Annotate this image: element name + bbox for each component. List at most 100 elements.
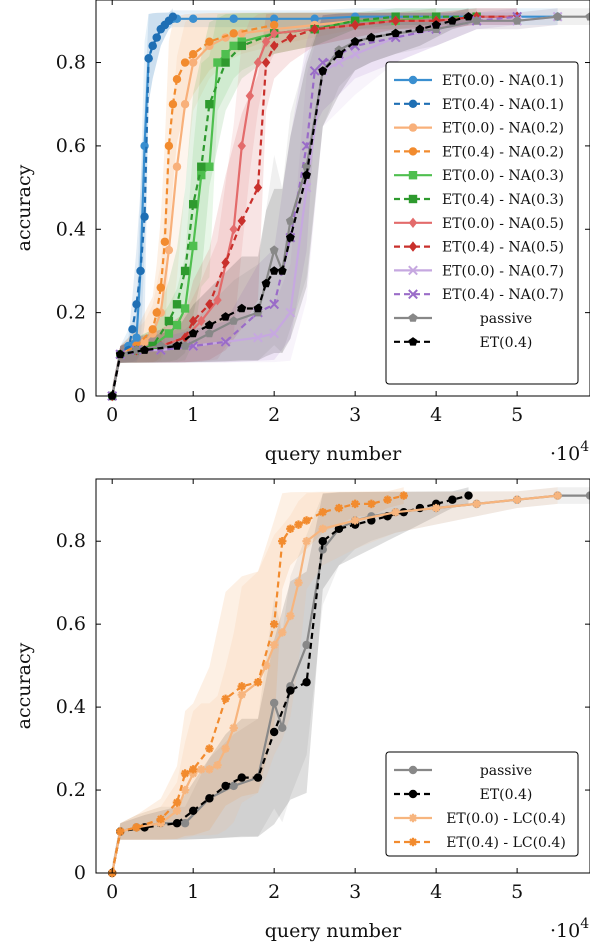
plot-frame — [95, 478, 590, 874]
data-point — [302, 678, 311, 687]
data-point — [269, 299, 280, 310]
legend-label: ET(0.4) - NA(0.5) — [442, 240, 564, 256]
data-point — [197, 162, 206, 171]
data-point — [350, 19, 360, 31]
data-point — [168, 12, 178, 21]
data-point — [213, 294, 222, 306]
legend-item: ET(0.0) - LC(0.4) — [394, 811, 566, 827]
data-point — [180, 304, 190, 313]
data-point — [180, 819, 190, 828]
data-point — [278, 723, 287, 733]
data-point — [464, 12, 473, 21]
data-point — [140, 141, 149, 151]
data-point — [205, 744, 214, 753]
band-0 — [112, 487, 590, 865]
data-point — [229, 316, 239, 325]
band-2 — [112, 8, 437, 388]
data-point — [237, 215, 246, 227]
data-point — [213, 760, 222, 770]
y-tick-label: 0 — [74, 862, 86, 884]
data-point — [253, 332, 263, 343]
data-point — [464, 491, 473, 500]
data-point — [245, 90, 255, 102]
legend-marker — [408, 194, 418, 204]
data-point — [197, 315, 206, 327]
data-point — [172, 75, 182, 84]
data-point — [553, 12, 563, 21]
x-tick-label: 3 — [349, 881, 361, 903]
legend-marker — [408, 813, 418, 823]
data-point — [115, 349, 125, 359]
data-point — [350, 499, 360, 509]
data-point — [229, 41, 238, 51]
data-point — [229, 29, 238, 38]
data-point — [168, 100, 178, 109]
data-point — [140, 337, 149, 347]
legend-box — [385, 61, 579, 385]
data-point — [269, 640, 279, 650]
plot-frame — [95, 0, 590, 397]
data-point — [164, 329, 174, 338]
data-point — [285, 232, 295, 242]
x-multiplier-label: ·104 — [550, 439, 589, 465]
legend-marker — [408, 765, 418, 775]
legend-marker — [408, 337, 418, 346]
data-point — [180, 332, 190, 343]
legend-box — [385, 751, 579, 857]
data-point — [229, 723, 238, 733]
x-tick-label: 4 — [430, 404, 442, 426]
data-point — [253, 678, 263, 687]
legend-item: passive — [394, 311, 532, 327]
bottom-chart: 0 1 2 3 4 5 0 0.2 0.4 0.6 0.8 query number accuracy ·… — [13, 478, 590, 942]
band-4 — [112, 8, 437, 388]
legend-marker — [408, 265, 418, 276]
data-point — [221, 694, 230, 704]
data-point — [294, 578, 303, 587]
data-point — [269, 727, 279, 737]
data-point — [128, 325, 137, 334]
data-point — [285, 216, 295, 225]
y-tick-label: 0.4 — [56, 218, 86, 240]
x-tick-label: 0 — [106, 881, 118, 903]
legend-label: ET(0.4) - NA(0.1) — [442, 97, 564, 113]
data-point — [585, 12, 590, 21]
data-point — [237, 773, 246, 782]
x-tick-label: 1 — [187, 881, 199, 903]
data-point — [148, 341, 157, 351]
legend-item: ET(0.0) - NA(0.5) — [394, 216, 564, 232]
data-point — [229, 14, 238, 23]
data-point — [188, 200, 198, 209]
data-point — [229, 224, 238, 235]
legend-label: ET(0.4) - NA(0.7) — [442, 287, 564, 303]
data-point — [253, 773, 263, 782]
series-11 — [107, 12, 473, 400]
legend-item: ET(0.0) - NA(0.3) — [394, 168, 564, 184]
legend-label: ET(0.0) - NA(0.2) — [442, 121, 564, 137]
data-point — [237, 682, 246, 691]
data-point — [188, 806, 198, 815]
data-point — [188, 58, 198, 67]
data-point — [237, 41, 246, 51]
data-point — [132, 333, 141, 342]
data-point — [391, 507, 400, 517]
data-point — [553, 491, 562, 500]
data-point — [188, 765, 198, 774]
data-point — [431, 20, 441, 29]
data-point — [152, 33, 161, 42]
data-point — [197, 765, 206, 774]
data-point — [156, 814, 165, 824]
data-point — [415, 24, 425, 33]
legend-label: ET(0.4) - NA(0.3) — [442, 192, 564, 208]
data-point — [334, 57, 344, 68]
data-point — [318, 524, 327, 533]
data-point — [237, 140, 246, 152]
legend-label: ET(0.4) — [480, 787, 533, 803]
data-point — [269, 20, 279, 30]
data-point — [269, 245, 279, 254]
y-tick-label: 0 — [74, 385, 86, 407]
data-point — [188, 241, 198, 251]
x-tick-label: 3 — [349, 404, 361, 426]
legend-item: ET(0.4) - NA(0.3) — [394, 192, 564, 208]
legend-label: ET(0.0) - NA(0.1) — [442, 73, 564, 89]
x-axis-label: query number — [265, 443, 402, 465]
